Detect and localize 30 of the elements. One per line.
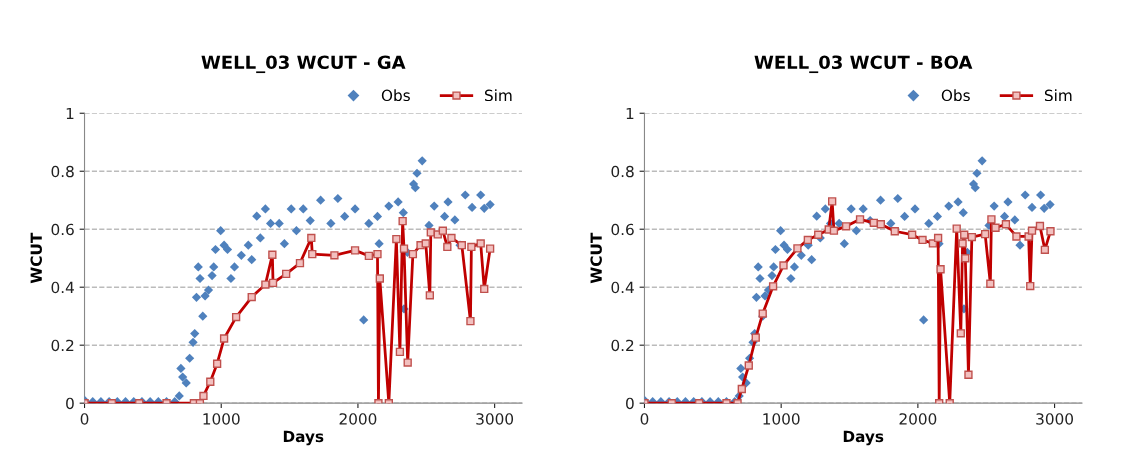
x-tick-label: 1000 [763, 413, 800, 425]
y-tick-label: 0.4 [51, 281, 74, 294]
y-tick-label: 0.6 [51, 223, 74, 236]
x-tick-label: 3000 [476, 413, 514, 425]
legend-label: Sim [1044, 89, 1072, 102]
legend-label: Obs [941, 89, 970, 102]
legend-label: Sim [484, 89, 512, 102]
x-axis-title: Days [843, 430, 884, 446]
y-tick-label: 0.2 [611, 339, 634, 352]
y-tick-label: 0.6 [611, 223, 634, 236]
x-tick-label: 3000 [1036, 413, 1073, 425]
y-tick-label: 0.2 [51, 339, 74, 352]
x-tick-label: 2000 [899, 413, 937, 425]
y-tick-label: 1 [626, 107, 634, 120]
legend-label: Obs [381, 89, 410, 102]
y-axis-title: WCUT [590, 232, 602, 284]
y-tick-label: 0 [66, 397, 74, 410]
y-tick-label: 0.8 [51, 165, 74, 178]
x-axis-title: Days [283, 430, 324, 446]
chart-title: WELL_03 WCUT - BOA [754, 55, 973, 74]
x-tick-label: 1000 [203, 413, 240, 425]
y-tick-label: 0.4 [611, 281, 634, 294]
x-tick-label: 2000 [339, 413, 377, 425]
x-tick-label: 0 [640, 413, 649, 425]
chart-title: WELL_03 WCUT - GA [201, 55, 406, 74]
y-tick-label: 0.8 [611, 165, 634, 178]
y-tick-label: 1 [66, 107, 74, 120]
x-tick-label: 0 [80, 413, 89, 425]
y-axis-title: WCUT [30, 232, 42, 284]
y-tick-label: 0 [626, 397, 634, 410]
